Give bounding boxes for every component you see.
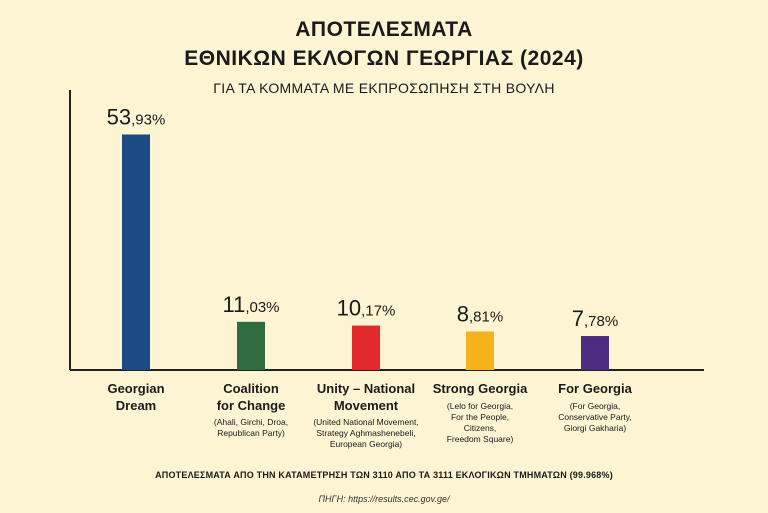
category-name-1: Georgian Dream <box>107 381 165 413</box>
data-label-1: 53,93% <box>107 105 166 130</box>
count-note: ΑΠΟΤΕΛΕΣΜΑΤΑ ΑΠΟ ΤΗΝ ΚΑΤΑΜΕΤΡΗΣΗ ΤΩΝ 311… <box>155 470 613 480</box>
bar-1 <box>122 134 150 370</box>
category-detail-4: (Lelo for Georgia, For the People, Citizen… <box>446 401 514 444</box>
chart-subtitle: ΓΙΑ ΤΑ ΚΟΜΜΑΤΑ ΜΕ ΕΚΠΡΟΣΩΠΗΣΗ ΣΤΗ ΒΟΥΛΗ <box>213 80 555 96</box>
category-name-3: Unity – National Movement <box>316 381 416 413</box>
data-label-5: 7,78% <box>572 306 618 331</box>
category-detail-5: (For Georgia, Conservative Party, Giorgi G… <box>558 401 632 433</box>
data-label-3: 10,17% <box>337 296 396 321</box>
data-label-4: 8,81% <box>457 302 503 327</box>
category-detail-2: (Ahali, Girchi, Droa, Republican Party) <box>213 417 289 438</box>
source-note: ΠΗΓΗ: https://results.cec.gov.ge/ <box>318 494 450 504</box>
chart-title-line2: ΕΘΝΙΚΩΝ ΕΚΛΟΓΩΝ ΓΕΩΡΓΙΑΣ (2024) <box>184 47 584 70</box>
category-name-4: Strong Georgia <box>432 381 528 396</box>
category-name-5: For Georgia <box>558 381 632 396</box>
category-name-2: Coalition for Change <box>216 381 286 413</box>
chart-title-line1: ΑΠΟΤΕΛΕΣΜΑΤΑ <box>295 18 473 41</box>
bar-4 <box>466 331 494 370</box>
category-detail-3: (United National Movement, Strategy Aghma… <box>313 417 419 449</box>
bar-2 <box>237 321 265 370</box>
bar-5 <box>581 336 609 370</box>
bar-3 <box>352 325 380 370</box>
data-label-2: 11,03% <box>222 292 279 317</box>
